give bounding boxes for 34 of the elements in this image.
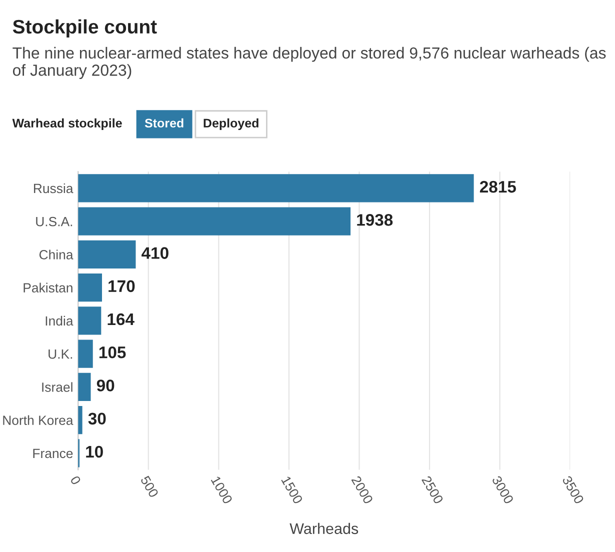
data-label: 170 [108,280,135,292]
text: Stored [144,118,184,128]
bar [78,340,93,368]
text: Deployed [204,118,258,130]
bar [78,406,82,434]
chart-title: Stockpile count [12,19,157,38]
data-label: 30 [88,412,106,425]
y-tick-label: U.K. [48,350,72,359]
x-tick-label: 500 [140,475,159,498]
y-tick-label: China [39,250,74,260]
bar [78,207,351,236]
chart-subtitle: The nine nuclear-armed states have deployed or stored 9,576 nuclear warheads (as of January 2023) [12,46,606,80]
bar [78,240,136,269]
data-label: 105 [99,346,126,358]
y-tick-label: Israel [42,382,72,392]
text: Warhead stockpile [12,118,122,130]
data-label: 1938 [357,214,393,226]
y-tick-label: Pakistan [24,282,72,293]
data-label: 10 [86,446,103,458]
data-label: 90 [96,380,114,392]
data-label: 2815 [480,180,516,193]
y-tick-label: Russia [34,183,74,194]
bar [78,306,102,335]
y-tick-label: North Korea [3,415,74,425]
y-tick-label: India [46,316,74,326]
bar [78,274,102,302]
bar [78,372,91,402]
x-axis-title: Warheads [290,522,358,534]
x-tick-label: 0 [70,475,82,486]
bar [78,174,474,202]
data-label: 410 [142,247,168,259]
data-label: 164 [108,313,134,326]
y-tick-label: France [33,448,73,458]
y-tick-label: U.S.A. [36,216,72,226]
